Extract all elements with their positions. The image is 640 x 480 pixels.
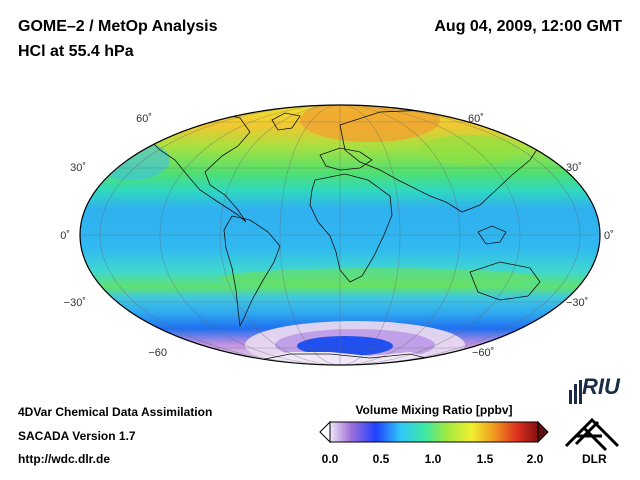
field-patch	[420, 135, 520, 165]
colorbar-low-arrow	[319, 420, 331, 444]
colorbar-title: Volume Mixing Ratio [ppbv]	[355, 403, 513, 417]
map-date: Aug 04, 2009, 12:00 GMT	[434, 18, 622, 35]
colorbar-high-arrow	[537, 420, 549, 444]
colorbar-gradient	[329, 421, 539, 443]
lat-label-left-minus30: −30˚	[64, 297, 86, 309]
colorbar-tick-0: 0.0	[321, 452, 339, 466]
africa-outline	[309, 173, 393, 283]
north-america-outline	[149, 111, 251, 223]
colorbar	[319, 420, 549, 444]
antarctica-outline	[249, 353, 443, 363]
map-title: GOME–2 / MetOp Analysis	[18, 18, 218, 35]
riu-logo-icon	[569, 380, 582, 404]
dlr-logo-icon	[564, 417, 620, 452]
lat-label-left-0: 0˚	[60, 230, 70, 242]
footer-url[interactable]: http://wdc.dlr.de	[18, 452, 110, 466]
arctic-maximum	[300, 105, 440, 142]
lat-label-right-minus60: −60˚	[472, 347, 494, 359]
lat-label-left-60: 60˚	[136, 113, 152, 125]
lat-label-right-0: 0˚	[604, 230, 614, 242]
footer-line-2: SACADA Version 1.7	[18, 429, 136, 443]
antarctic-vortex-core	[297, 336, 393, 356]
greenland-outline	[271, 112, 301, 131]
field-patch	[220, 268, 540, 288]
south-america-outline	[223, 215, 281, 328]
world-map: 60˚ 30˚ 0˚ −30˚ −60 60˚ 30˚ 0˚ −30˚ −60˚	[60, 104, 614, 366]
footer-line-1: 4DVar Chemical Data Assimilation	[18, 405, 213, 419]
map-subtitle: HCl at 55.4 hPa	[18, 43, 134, 60]
lat-label-left-minus60: −60	[148, 347, 167, 359]
colorbar-tick-4: 2.0	[526, 452, 544, 466]
lat-label-right-60: 60˚	[468, 113, 484, 125]
colorbar-tick-2: 1.0	[424, 452, 442, 466]
australia-outline	[469, 261, 541, 301]
colorbar-tick-1: 0.5	[372, 452, 390, 466]
indonesia-outline	[477, 225, 507, 245]
colorbar-tick-3: 1.5	[476, 452, 494, 466]
field-patch	[90, 140, 170, 180]
map-border	[79, 104, 601, 366]
lat-label-right-30: 30˚	[566, 162, 582, 174]
riu-logo-text: RIU	[582, 374, 620, 399]
lat-label-right-minus30: −30˚	[566, 297, 588, 309]
dlr-logo-text: DLR	[582, 452, 607, 466]
lat-label-left-30: 30˚	[70, 162, 86, 174]
